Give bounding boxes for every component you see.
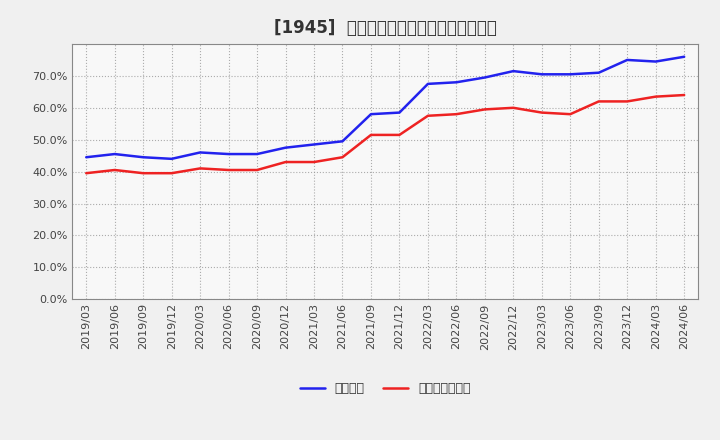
固定比率 — [225, 151, 233, 157]
固定長期適合率 — [537, 110, 546, 115]
固定比率 — [167, 156, 176, 161]
固定比率 — [623, 57, 631, 62]
固定長期適合率 — [595, 99, 603, 104]
固定比率 — [253, 151, 261, 157]
固定比率 — [395, 110, 404, 115]
固定比率 — [595, 70, 603, 75]
固定長期適合率 — [253, 167, 261, 172]
固定長期適合率 — [282, 159, 290, 165]
固定比率 — [366, 111, 375, 117]
固定比率 — [82, 154, 91, 160]
Line: 固定長期適合率: 固定長期適合率 — [86, 95, 684, 173]
固定比率 — [452, 80, 461, 85]
固定比率 — [139, 154, 148, 160]
固定長期適合率 — [110, 167, 119, 172]
固定長期適合率 — [82, 171, 91, 176]
固定長期適合率 — [338, 154, 347, 160]
固定長期適合率 — [395, 132, 404, 138]
固定長期適合率 — [167, 171, 176, 176]
固定比率 — [196, 150, 204, 155]
固定長期適合率 — [139, 171, 148, 176]
固定長期適合率 — [652, 94, 660, 99]
固定長期適合率 — [566, 111, 575, 117]
固定比率 — [680, 54, 688, 59]
固定長期適合率 — [196, 166, 204, 171]
固定長期適合率 — [680, 92, 688, 98]
固定長期適合率 — [480, 107, 489, 112]
固定長期適合率 — [423, 113, 432, 118]
固定比率 — [537, 72, 546, 77]
固定比率 — [110, 151, 119, 157]
固定比率 — [652, 59, 660, 64]
Line: 固定比率: 固定比率 — [86, 57, 684, 159]
固定長期適合率 — [310, 159, 318, 165]
固定比率 — [423, 81, 432, 87]
固定比率 — [282, 145, 290, 150]
固定比率 — [338, 139, 347, 144]
Title: [1945]  固定比率、固定長期適合率の推移: [1945] 固定比率、固定長期適合率の推移 — [274, 19, 497, 37]
Legend: 固定比率, 固定長期適合率: 固定比率, 固定長期適合率 — [294, 377, 476, 400]
固定長期適合率 — [509, 105, 518, 110]
固定比率 — [509, 69, 518, 74]
固定比率 — [566, 72, 575, 77]
固定長期適合率 — [225, 167, 233, 172]
固定長期適合率 — [623, 99, 631, 104]
固定比率 — [310, 142, 318, 147]
固定長期適合率 — [452, 111, 461, 117]
固定比率 — [480, 75, 489, 80]
固定長期適合率 — [366, 132, 375, 138]
